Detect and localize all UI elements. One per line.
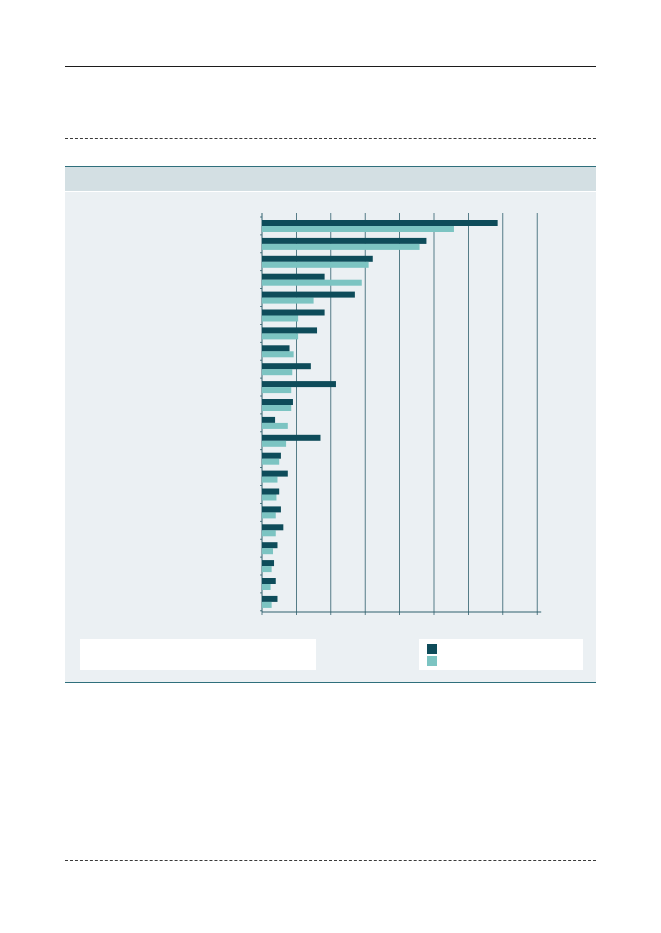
bar-series-1-16: [262, 488, 280, 495]
bar-series-2-14: [262, 458, 280, 465]
bar-series-2-6: [262, 315, 299, 322]
bar-series-2-15: [262, 476, 278, 483]
top-rule: [65, 66, 596, 67]
bar-series-2-1: [262, 226, 454, 232]
bar-series-1-19: [262, 542, 278, 549]
section-divider-top: [65, 138, 596, 139]
bar-series-1-4: [262, 273, 325, 280]
bar-series-2-5: [262, 297, 314, 304]
bar-series-2-16: [262, 494, 277, 501]
bar-series-2-9: [262, 369, 293, 376]
bar-series-1-1: [262, 220, 498, 226]
bar-series-2-17: [262, 512, 276, 519]
bar-series-2-13: [262, 440, 287, 447]
bar-series-1-3: [262, 255, 373, 262]
bar-series-2-2: [262, 243, 420, 250]
bar-series-1-20: [262, 560, 275, 567]
bar-series-2-10: [262, 387, 292, 394]
legend: [419, 639, 583, 670]
bar-series-1-18: [262, 524, 284, 531]
bar-series-2-4: [262, 279, 362, 286]
bar-series-2-22: [262, 601, 272, 608]
bar-series-1-8: [262, 345, 290, 352]
gridlines: [260, 213, 542, 615]
bar-series-1-7: [262, 327, 318, 334]
bar-series-2-18: [262, 530, 276, 537]
bar-series-1-10: [262, 381, 336, 388]
panel-bottom-rule: [65, 682, 596, 683]
bar-series-2-3: [262, 261, 369, 268]
legend-swatch-series-2: [427, 656, 437, 666]
bar-series-1-14: [262, 452, 281, 459]
bar-series-1-15: [262, 470, 288, 477]
chart-note-box: [80, 639, 316, 670]
bar-series-2-20: [262, 566, 272, 573]
bar-series-1-17: [262, 506, 281, 513]
bar-series-2-11: [262, 405, 292, 411]
bars: [262, 220, 498, 608]
bar-series-1-6: [262, 309, 325, 316]
legend-swatch-series-1: [427, 644, 437, 654]
section-divider-bottom: [65, 860, 596, 861]
bar-series-2-19: [262, 548, 274, 555]
bar-series-1-9: [262, 363, 311, 370]
bar-series-1-22: [262, 595, 278, 602]
bar-series-1-5: [262, 291, 355, 298]
bar-series-1-12: [262, 416, 276, 423]
bar-series-2-21: [262, 584, 271, 590]
bar-series-2-7: [262, 333, 299, 340]
bar-series-1-11: [262, 399, 293, 405]
bar-series-1-2: [262, 237, 427, 244]
panel-header: [65, 166, 596, 191]
bar-series-2-12: [262, 422, 288, 429]
bar-series-2-8: [262, 351, 294, 358]
bar-series-1-13: [262, 434, 321, 441]
bar-series-1-21: [262, 578, 276, 584]
